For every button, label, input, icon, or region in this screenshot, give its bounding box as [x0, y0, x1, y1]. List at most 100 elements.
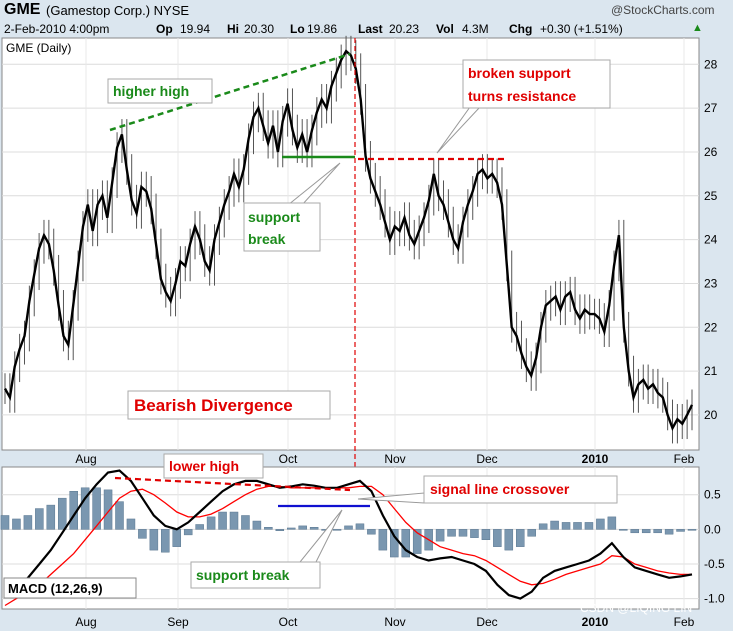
bearish-divergence-label-box: [127, 390, 331, 420]
macd-y-tick-label: -1.0: [704, 592, 725, 606]
quote-stats: 2-Feb-2010 4:00pm Op 19.94 Hi 20.30 Lo 1…: [0, 19, 733, 39]
histogram-bar: [46, 504, 56, 530]
price-x-tick-label: 2010: [582, 452, 609, 466]
histogram-bar: [80, 487, 90, 530]
macd-x-tick-label: Dec: [476, 615, 497, 629]
histogram-bar: [332, 529, 342, 531]
up-arrow-icon: ▲: [692, 22, 703, 34]
macd-y-tick-label: 0.5: [704, 488, 721, 502]
histogram-bar: [206, 516, 216, 530]
histogram-bar: [172, 529, 182, 547]
histogram-bar: [378, 529, 388, 551]
macd-x-tick-label: 2010: [582, 615, 609, 629]
high-value: 20.30: [244, 22, 275, 36]
lower-high-label-box: [163, 453, 264, 479]
brand-logo: @StockCharts.com: [611, 3, 715, 17]
signal-crossover-label: signal line crossover: [430, 481, 570, 497]
histogram-bar: [252, 520, 262, 530]
macd-x-tick-label: Feb: [674, 615, 695, 629]
broken-support-label-line2: turns resistance: [468, 88, 576, 104]
price-y-tick-label: 22: [704, 320, 718, 334]
histogram-bar: [550, 520, 559, 530]
price-y-axis: 28 27 26 25 24 23 22 21 20: [704, 57, 718, 422]
histogram-bar: [286, 527, 296, 530]
macd-x-tick-label: Oct: [279, 615, 298, 629]
histogram-bar: [584, 522, 594, 530]
price-panel-title: GME (Daily): [6, 41, 71, 55]
broken-support-label-box: [462, 59, 611, 109]
histogram-bar: [92, 487, 101, 530]
macd-x-tick-label: Aug: [75, 615, 96, 629]
histogram-bar: [561, 522, 571, 530]
histogram-bar: [493, 529, 502, 547]
histogram-bar: [275, 529, 285, 531]
price-gridlines: [2, 38, 699, 450]
price-x-tick-label: Aug: [75, 452, 96, 466]
histogram-bar: [355, 523, 365, 530]
histogram-bar: [35, 508, 44, 530]
volume-value: 4.3M: [462, 22, 489, 36]
higher-high-trendline: [109, 52, 351, 132]
histogram-bar: [229, 511, 239, 530]
higher-high-label: higher high: [113, 83, 189, 99]
histogram-bar: [138, 529, 147, 539]
macd-y-axis: 0.5 0.0 -0.5 -1.0: [704, 488, 725, 606]
change-label: Chg: [509, 22, 533, 36]
price-y-tick-label: 27: [704, 101, 718, 115]
histogram-bar: [687, 529, 697, 531]
histogram-bar: [103, 489, 113, 530]
histogram-bar: [664, 529, 674, 535]
symbol: GME: [4, 1, 41, 18]
histogram-bar: [264, 527, 273, 530]
histogram-bar: [573, 522, 582, 530]
histogram-bar: [401, 529, 411, 558]
support-break-macd-label-box: [190, 561, 321, 589]
quote-header: GME (Gamestop Corp.) NYSE @StockCharts.c…: [0, 0, 733, 20]
price-x-tick-label: Feb: [674, 452, 695, 466]
price-y-tick-label: 24: [704, 233, 718, 247]
histogram-bar: [367, 529, 376, 535]
histogram-bar: [447, 529, 456, 537]
support-break-label-line2: break: [248, 231, 286, 247]
company-name: (Gamestop Corp.) NYSE: [46, 3, 190, 18]
price-y-tick-label: 26: [704, 145, 718, 159]
histogram-bar: [390, 529, 399, 558]
macd-x-axis: Aug Sep Oct Nov Dec 2010 Feb: [75, 615, 694, 629]
macd-histogram: [0, 487, 697, 558]
price-x-tick-label: Dec: [476, 452, 497, 466]
support-break-macd-label: support break: [196, 567, 290, 583]
histogram-bar: [161, 529, 170, 553]
price-y-tick-label: 25: [704, 189, 718, 203]
macd-x-tick-label: Nov: [384, 615, 405, 629]
price-bars: [4, 35, 693, 444]
watermark: CSDN @LIQING LIN: [580, 601, 692, 615]
price-y-tick-label: 28: [704, 57, 718, 71]
histogram-bar: [630, 529, 640, 534]
price-y-tick-label: 21: [704, 364, 718, 378]
support-break-label-box: [243, 202, 321, 252]
histogram-bar: [596, 518, 605, 530]
histogram-bar: [641, 529, 651, 534]
histogram-bar: [115, 501, 124, 530]
macd-line: [4, 469, 693, 600]
bearish-divergence-label: Bearish Divergence: [134, 396, 293, 415]
macd-x-tick-label: Sep: [167, 615, 189, 629]
high-label: Hi: [227, 22, 239, 36]
histogram-bar: [23, 515, 33, 530]
histogram-bar: [126, 518, 136, 530]
histogram-bar: [183, 529, 193, 536]
price-y-tick-label: 23: [704, 276, 718, 290]
open-label: Op: [156, 22, 173, 36]
macd-y-tick-label: 0.0: [704, 522, 721, 536]
histogram-bar: [149, 529, 159, 551]
histogram-bar: [435, 529, 445, 542]
histogram-bar: [619, 529, 628, 531]
price-y-tick-label: 20: [704, 408, 718, 422]
higher-high-label-box: [107, 78, 213, 104]
histogram-bar: [218, 511, 227, 530]
signal-crossover-label-box: [423, 475, 618, 504]
last-value: 20.23: [389, 22, 420, 36]
open-value: 19.94: [180, 22, 211, 36]
